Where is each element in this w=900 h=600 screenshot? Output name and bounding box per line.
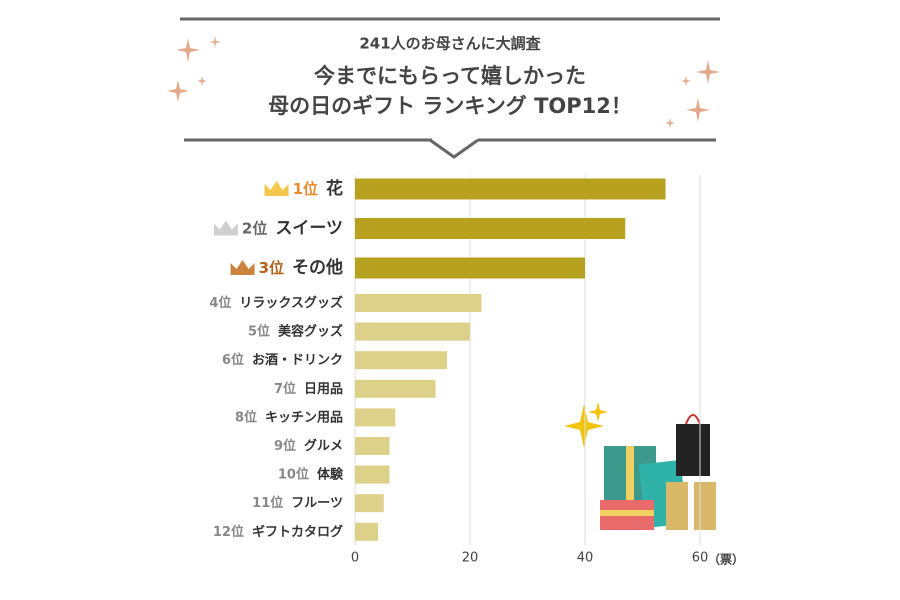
category-name: リラックスグッズ bbox=[239, 295, 343, 311]
bar bbox=[355, 522, 378, 541]
bar bbox=[355, 351, 447, 370]
bar bbox=[355, 379, 436, 398]
rank-label: 4位 bbox=[209, 295, 231, 311]
category-name: スイーツ bbox=[275, 219, 343, 239]
category-name: 日用品 bbox=[304, 381, 343, 396]
category-name: その他 bbox=[292, 257, 343, 278]
rank-label: 11位 bbox=[252, 495, 283, 511]
category-name: グルメ bbox=[304, 438, 343, 454]
crown bbox=[213, 220, 238, 236]
category-label: 8位 キッチン用品 bbox=[235, 409, 343, 425]
category-label: 10位 体験 bbox=[278, 466, 344, 482]
category-name: 美容グッズ bbox=[278, 323, 343, 339]
chevron bbox=[429, 138, 479, 159]
rank-label: 12位 bbox=[213, 523, 244, 539]
category-label: 7位 日用品 bbox=[274, 380, 343, 396]
category-label: 4位 リラックスグッズ bbox=[209, 295, 343, 311]
title: 母の日のギフト ランキング TOP12！ bbox=[268, 94, 632, 118]
category-name: 花 bbox=[326, 178, 343, 199]
gift-illustration bbox=[564, 402, 716, 530]
x-tick-label: 20 bbox=[462, 551, 479, 566]
x-tick-label: 0 bbox=[351, 551, 359, 566]
category-label: 12位 ギフトカタログ bbox=[213, 523, 343, 539]
bar bbox=[355, 408, 396, 427]
x-tick-label: 40 bbox=[577, 551, 594, 566]
bar bbox=[355, 494, 384, 513]
rank-label: 1位 bbox=[293, 180, 318, 198]
title: 今までにもらって嬉しかった bbox=[314, 64, 586, 88]
category-name: フルーツ bbox=[291, 496, 343, 511]
category-label: 11位 フルーツ bbox=[252, 495, 343, 511]
bar bbox=[355, 437, 390, 455]
category-label: 3位 その他 bbox=[259, 257, 343, 278]
bar bbox=[355, 322, 470, 341]
category-label: 5位 美容グッズ bbox=[248, 323, 343, 339]
bar bbox=[355, 294, 482, 312]
rank-label: 3位 bbox=[259, 259, 284, 277]
category-label: 6位 お酒・ドリンク bbox=[222, 352, 343, 368]
rank-label: 9位 bbox=[274, 438, 296, 454]
bar bbox=[355, 465, 390, 484]
bar bbox=[355, 178, 666, 200]
rank-label: 8位 bbox=[235, 409, 257, 425]
category-label: 9位 グルメ bbox=[274, 438, 343, 454]
rank-label: 5位 bbox=[248, 323, 270, 339]
x-axis-label: （票） bbox=[708, 552, 744, 567]
category-name: キッチン用品 bbox=[265, 410, 343, 425]
rank-label: 6位 bbox=[222, 352, 244, 368]
category-label: 1位花 bbox=[293, 178, 343, 199]
subtitle: 241人のお母さんに大調査 bbox=[359, 35, 541, 53]
category-name: お酒・ドリンク bbox=[252, 353, 343, 368]
bar bbox=[355, 257, 585, 279]
crown bbox=[264, 181, 289, 196]
bar bbox=[355, 218, 626, 239]
category-name: ギフトカタログ bbox=[252, 523, 343, 539]
category-label: 2位 スイーツ bbox=[242, 219, 343, 239]
category-name: 体験 bbox=[317, 466, 344, 482]
x-tick-label: 60 bbox=[692, 551, 709, 566]
sparkles bbox=[167, 36, 720, 128]
rank-label: 7位 bbox=[274, 380, 296, 396]
rank-label: 2位 bbox=[242, 219, 267, 237]
crown bbox=[230, 260, 255, 275]
rank-label: 10位 bbox=[278, 466, 309, 482]
